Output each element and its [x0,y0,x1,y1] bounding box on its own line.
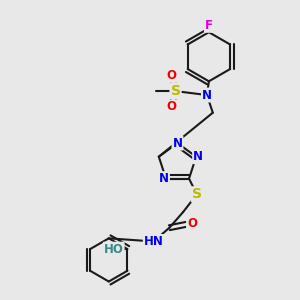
Text: S: S [192,187,202,201]
Text: O: O [167,100,177,113]
Text: N: N [159,172,169,185]
Text: HN: HN [144,235,164,248]
Text: O: O [167,69,177,82]
Text: N: N [193,150,203,163]
Text: O: O [187,217,197,230]
Text: S: S [170,84,181,98]
Text: N: N [202,88,212,101]
Text: N: N [172,136,182,150]
Text: HO: HO [104,243,124,256]
Text: F: F [205,19,213,32]
